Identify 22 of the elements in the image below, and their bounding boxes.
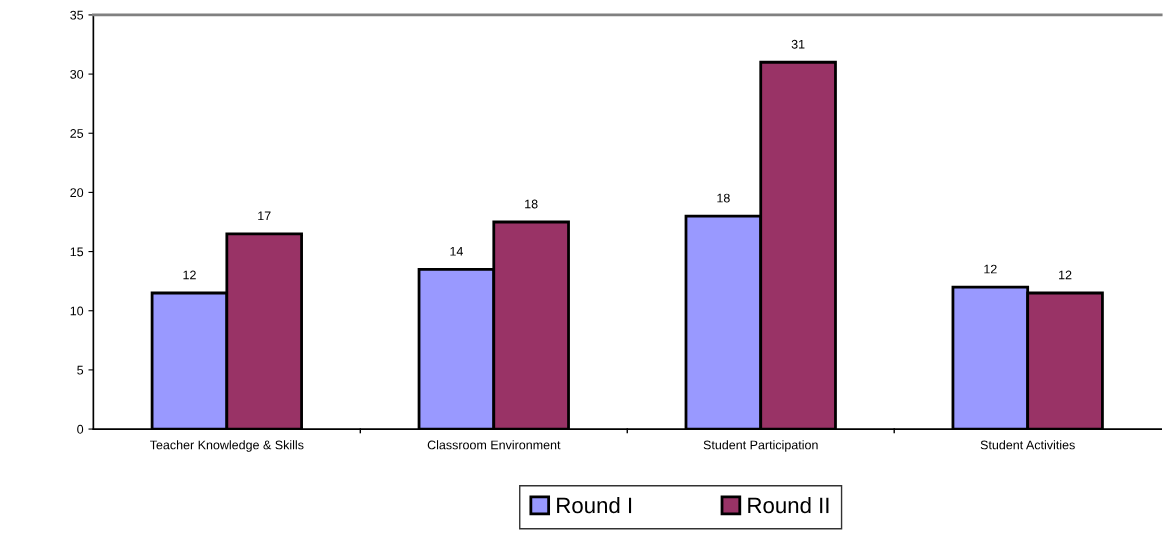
data-label: 14 [450,247,463,256]
data-label: 18 [717,193,730,203]
data-label: 18 [525,199,538,209]
y-tick-label: 25 [70,129,84,138]
legend-label: Round I [557,496,632,514]
data-label: 12 [183,270,196,280]
data-label: 17 [258,211,271,221]
y-tick-label: 20 [70,188,84,198]
y-tick-label: 0 [77,424,84,434]
legend-label: Round II [748,496,829,514]
data-label: 12 [984,264,997,274]
x-tick-label: Student Activities [980,440,1075,450]
x-tick-label: Student Participation [703,440,818,452]
y-tick-label: 10 [70,306,84,316]
data-label: 31 [791,39,805,49]
x-tick-label: Classroom Environment [427,440,561,450]
x-tick-label: Teacher Knowledge & Skills [150,440,304,452]
y-tick-label: 35 [70,10,84,20]
data-label: 12 [1059,270,1072,280]
y-tick-label: 5 [77,365,84,375]
y-tick-label: 15 [70,247,84,257]
y-tick-label: 30 [70,69,84,79]
